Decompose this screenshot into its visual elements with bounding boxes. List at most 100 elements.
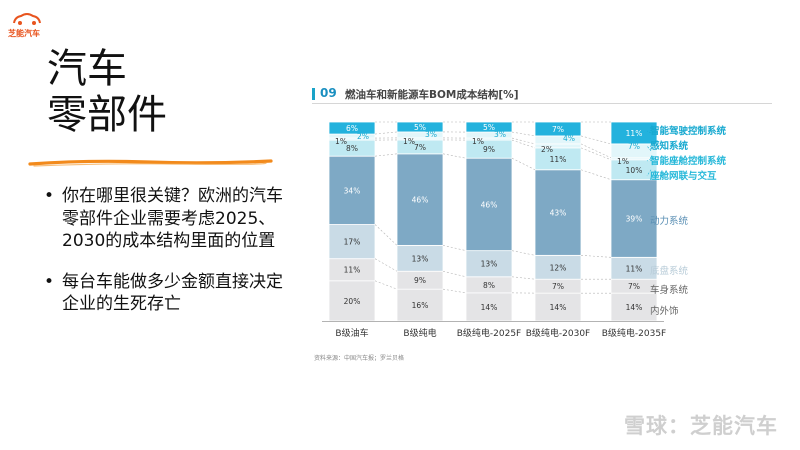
data-label: 7% — [628, 142, 640, 151]
bar-segment — [328, 224, 376, 260]
title-line-2: 零部件 — [47, 92, 167, 138]
connector-line — [511, 131, 536, 137]
connector-line — [511, 157, 536, 171]
bar-segment — [396, 153, 444, 246]
data-label: 1% — [335, 137, 347, 146]
data-label: 2% — [357, 132, 369, 141]
data-label: 14% — [550, 303, 567, 312]
legend-label: 底盘系统 — [650, 265, 689, 277]
bullet-item: 你在哪里很关键？欧洲的汽车零部件企业需要考虑2025、2030的成本结构里面的位… — [44, 185, 284, 253]
connector-line — [511, 250, 536, 256]
connector-line — [580, 255, 612, 258]
data-label: 8% — [483, 281, 495, 290]
connector-line — [442, 245, 467, 251]
car-icon — [13, 13, 41, 25]
data-label: 1% — [403, 137, 415, 146]
data-label: 11% — [344, 266, 361, 275]
connector-line — [374, 153, 398, 157]
data-label: 9% — [414, 276, 426, 285]
legend-label: 智能驾驶控制系统 — [650, 125, 727, 137]
data-label: 43% — [550, 209, 567, 218]
data-label: 14% — [481, 303, 498, 312]
bar-segment — [396, 121, 444, 133]
legend-leader — [646, 158, 652, 162]
bar-segment — [328, 155, 376, 225]
data-label: 46% — [412, 196, 429, 205]
title-line-1: 汽车 — [47, 46, 127, 92]
data-label: 7% — [552, 282, 564, 291]
connector-line — [580, 143, 612, 159]
bar-segment — [610, 179, 658, 258]
data-label: 1% — [617, 157, 629, 166]
header-accent-bar — [312, 88, 315, 100]
bar-segment — [396, 288, 444, 322]
data-label: 10% — [626, 166, 643, 175]
connector-line — [442, 153, 467, 159]
bar-segment — [328, 121, 376, 135]
data-label: 7% — [414, 143, 426, 152]
connector-line — [580, 169, 612, 180]
legend-label: 内外饰 — [650, 305, 679, 317]
bar-segment — [534, 121, 582, 137]
watermark: 雪球：芝能汽车 — [624, 414, 778, 438]
data-label: 34% — [344, 186, 361, 195]
legend-label: 动力系统 — [650, 215, 689, 227]
connector-line — [511, 137, 536, 145]
data-label: 5% — [414, 123, 426, 132]
legend-label: 感知系统 — [650, 140, 689, 152]
connector-line — [374, 131, 398, 135]
chart-header: 09 燃油车和新能源车BOM成本结构[%] — [312, 84, 772, 104]
data-label: 7% — [628, 282, 640, 291]
legend-leader — [646, 169, 652, 177]
chart-title: 燃油车和新能源车BOM成本结构[%] — [345, 89, 519, 101]
header-rule — [312, 103, 772, 104]
data-label: 2% — [541, 145, 553, 154]
data-label: 39% — [626, 215, 643, 224]
connector-line — [442, 288, 467, 294]
data-label: 46% — [481, 200, 498, 209]
legend-leader — [646, 130, 652, 134]
data-label: 13% — [481, 260, 498, 269]
connector-line — [511, 276, 536, 280]
data-label: 8% — [346, 144, 358, 153]
chart-number: 09 — [320, 86, 337, 100]
bar-segment — [610, 292, 658, 322]
data-label: 20% — [344, 297, 361, 306]
connector-line — [511, 139, 536, 149]
data-label: 6% — [346, 124, 358, 133]
bar-segment — [534, 169, 582, 256]
data-label: 3% — [425, 130, 437, 139]
bar-segment — [465, 292, 513, 322]
bar-segment — [328, 280, 376, 322]
bar-segment — [396, 244, 444, 272]
connector-line — [374, 280, 398, 290]
connector-line — [580, 135, 612, 145]
category-label: B级油车 — [335, 327, 368, 339]
legend-label: 车身系统 — [650, 284, 689, 296]
data-label: 1% — [472, 137, 484, 146]
data-label: 4% — [563, 134, 575, 143]
data-label: 12% — [550, 263, 567, 272]
data-label: 11% — [550, 155, 567, 164]
legend-label: 智能座舱控制系统 — [650, 155, 727, 167]
data-label: 11% — [626, 264, 643, 273]
category-label: B级纯电-2035F — [602, 327, 667, 339]
data-label: 11% — [626, 129, 643, 138]
data-label: 9% — [483, 145, 495, 154]
category-label: B级纯电 — [403, 327, 436, 339]
bar-segment — [465, 157, 513, 252]
data-label: 5% — [483, 123, 495, 132]
brand-name: 芝能汽车 — [8, 29, 40, 38]
bullet-item: 每台车能做多少金额直接决定企业的生死存亡 — [44, 271, 284, 316]
data-label: 14% — [626, 303, 643, 312]
bullet-list: 你在哪里很关键？欧洲的汽车零部件企业需要考虑2025、2030的成本结构里面的位… — [44, 185, 284, 334]
connector-line — [580, 147, 612, 161]
bar-segment — [465, 250, 513, 278]
data-label: 7% — [552, 125, 564, 134]
brand-logo: 芝能汽车 — [8, 12, 48, 42]
legend-leader — [646, 145, 652, 152]
category-label: B级纯电-2030F — [526, 327, 591, 339]
orange-brush-underline — [28, 159, 273, 167]
data-label: 3% — [494, 130, 506, 139]
